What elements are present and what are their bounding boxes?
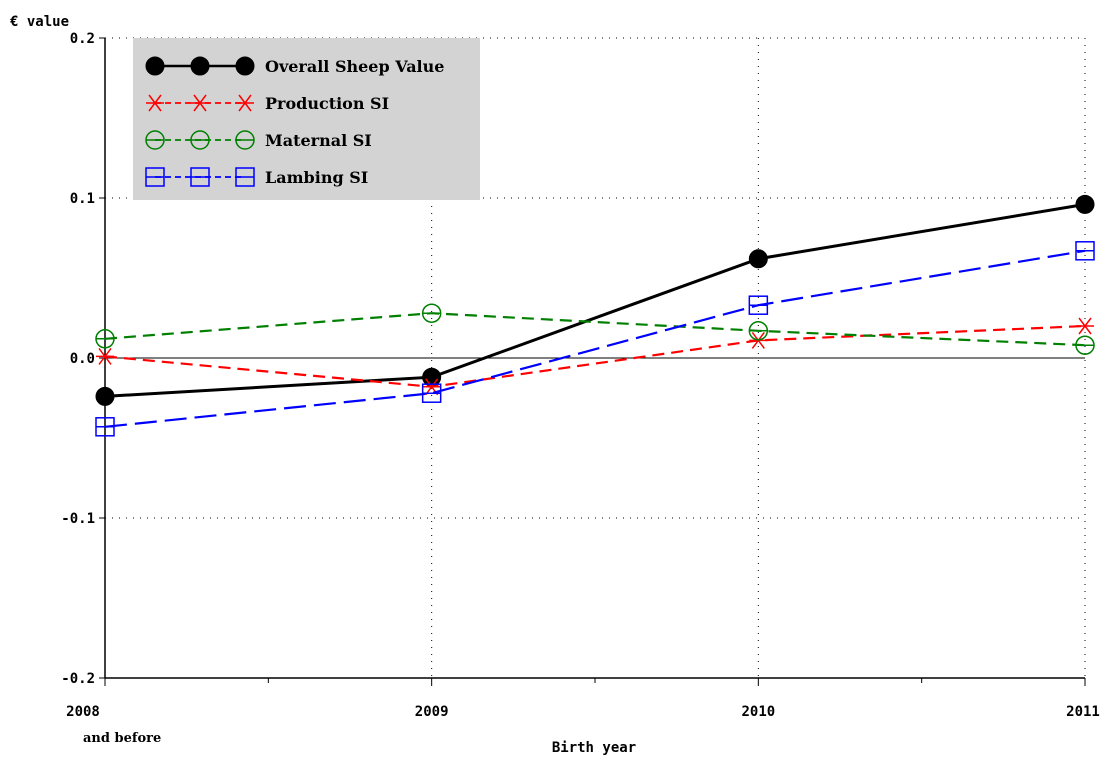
marker-stroke: [1078, 317, 1092, 335]
legend-label: Lambing SI: [265, 168, 368, 187]
data-point: [421, 303, 442, 323]
marker-stroke: [98, 347, 112, 365]
legend-marker: [190, 130, 210, 150]
legend-marker: [190, 167, 210, 187]
x-tick-label: 2008: [66, 704, 100, 720]
legend-marker: [145, 56, 165, 76]
series-production-si: [96, 317, 1094, 396]
data-point: [1075, 194, 1095, 214]
x-tick-label: 2009: [415, 704, 449, 720]
legend-label: Production SI: [265, 94, 389, 113]
x-sublabel: and before: [83, 731, 161, 746]
legend-label: Maternal SI: [265, 131, 372, 150]
data-point: [96, 347, 114, 365]
legend-label: Overall Sheep Value: [265, 57, 444, 76]
legend-marker: [235, 167, 255, 187]
legend-item: Lambing SI: [145, 167, 368, 187]
series-line: [104, 202, 1086, 398]
y-tick-label: 0.0: [70, 351, 95, 367]
data-point: [95, 386, 115, 406]
data-point: [748, 249, 768, 269]
legend-marker: [191, 94, 209, 112]
legend: Overall Sheep Value Production SI Maternal…: [133, 38, 480, 200]
legend-marker: [146, 94, 164, 112]
y-tick-label: -0.2: [61, 671, 95, 687]
y-axis-label: € value: [10, 14, 69, 30]
legend-item: Maternal SI: [145, 130, 372, 150]
axes: -0.2 -0.1 0.0 0.1 0.2 2008 2009 2010 2011: [61, 31, 1100, 720]
y-tick-label: -0.1: [61, 511, 95, 527]
y-tick-label: 0.1: [70, 191, 95, 207]
series-maternal-si: [95, 303, 1095, 355]
legend-marker: [235, 56, 255, 76]
data-point: [421, 383, 442, 403]
marker-stroke: [148, 94, 162, 112]
legend-marker: [236, 94, 254, 112]
legend-marker: [145, 167, 165, 187]
x-tick-label: 2010: [741, 704, 775, 720]
legend-marker: [235, 130, 255, 150]
marker-stroke: [238, 94, 252, 112]
data-point: [748, 295, 769, 315]
y-tick-label: 0.2: [70, 31, 95, 47]
data-point: [1075, 241, 1095, 261]
x-axis-label: Birth year: [552, 740, 636, 756]
data-point: [1075, 335, 1095, 355]
legend-marker: [145, 130, 165, 150]
series-overall-sheep-value: [95, 194, 1095, 406]
data-point: [95, 417, 115, 437]
series-line: [104, 324, 1086, 388]
legend-marker: [190, 56, 210, 76]
marker-stroke: [193, 94, 207, 112]
data-point: [95, 329, 115, 349]
series-group: [95, 194, 1095, 437]
data-point: [748, 321, 769, 341]
series-lambing-si: [95, 241, 1095, 437]
series-line: [104, 312, 1086, 347]
x-tick-label: 2011: [1066, 704, 1100, 720]
series-line: [104, 249, 1086, 428]
legend-item: Overall Sheep Value: [145, 56, 444, 76]
marker-stroke: [425, 378, 439, 396]
data-point: [1076, 317, 1094, 335]
legend-item: Production SI: [146, 94, 389, 113]
